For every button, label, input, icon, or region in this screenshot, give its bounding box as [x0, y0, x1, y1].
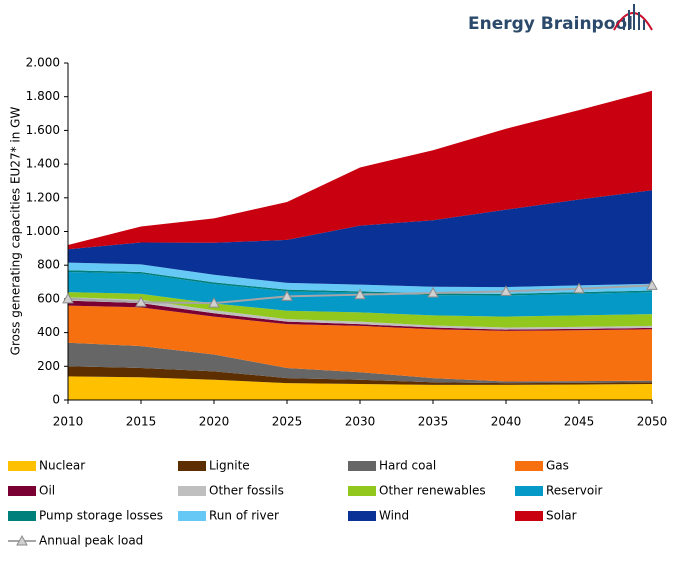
legend-item: Other fossils — [178, 484, 284, 498]
marker — [281, 290, 293, 301]
legend-swatch — [515, 461, 543, 471]
legend-label: Reservoir — [546, 484, 603, 498]
y-tick-label: 1.400 — [26, 157, 60, 171]
y-tick-label: 1.000 — [26, 224, 60, 238]
area — [68, 190, 652, 288]
y-tick-label: 600 — [37, 291, 60, 305]
legend-item: Lignite — [178, 459, 250, 473]
y-tick-label: 1.200 — [26, 190, 60, 204]
legend-item: Gas — [515, 459, 569, 473]
area — [68, 342, 652, 384]
y-axis-label: Gross generating capacities EU27* in GW — [9, 107, 23, 356]
legend-label: Run of river — [209, 509, 279, 523]
legend-item: Hard coal — [348, 459, 436, 473]
legend-swatch — [348, 461, 376, 471]
y-tick-label: 1.800 — [26, 89, 60, 103]
area — [68, 297, 652, 330]
legend-item: Oil — [8, 484, 55, 498]
y-tick-label: 1.600 — [26, 123, 60, 137]
legend-label: Annual peak load — [39, 534, 143, 548]
legend-item: Solar — [515, 509, 577, 523]
x-tick-label: 2045 — [564, 415, 595, 429]
marker — [354, 288, 366, 300]
legend-label: Oil — [39, 484, 55, 498]
marker — [573, 282, 585, 294]
y-tick-label: 2.000 — [26, 56, 60, 70]
area — [68, 292, 652, 328]
legend-item: Reservoir — [515, 484, 603, 498]
legend-swatch — [8, 486, 36, 496]
legend-label: Other fossils — [209, 484, 284, 498]
x-tick-label: 2030 — [345, 415, 376, 429]
legend-swatch — [515, 486, 543, 496]
area — [68, 270, 652, 296]
legend-swatch — [348, 486, 376, 496]
area — [68, 300, 652, 331]
legend-item: Other renewables — [348, 484, 486, 498]
legend-swatch — [8, 461, 36, 471]
legend-swatch — [515, 511, 543, 521]
marker — [500, 285, 512, 296]
legend-item: Run of river — [178, 509, 279, 523]
area — [68, 262, 652, 294]
legend-swatch — [8, 511, 36, 521]
legend-swatch — [348, 511, 376, 521]
marker — [427, 286, 439, 298]
legend-label: Pump storage losses — [39, 509, 163, 523]
legend-label: Solar — [546, 509, 577, 523]
x-tick-label: 2015 — [126, 415, 157, 429]
legend-swatch — [178, 461, 206, 471]
y-tick-label: 400 — [37, 325, 60, 339]
legend-label: Hard coal — [379, 459, 436, 473]
area — [68, 366, 652, 385]
marker — [135, 296, 147, 307]
y-tick-label: 200 — [37, 359, 60, 373]
marker — [62, 292, 74, 304]
x-tick-label: 2035 — [418, 415, 449, 429]
logo-icon — [613, 4, 653, 31]
legend-swatch — [178, 511, 206, 521]
marker — [646, 279, 658, 290]
legend-item: Wind — [348, 509, 409, 523]
brand: Energy Brainpool — [468, 14, 633, 34]
legend-label: Wind — [379, 509, 409, 523]
x-tick-label: 2040 — [491, 415, 522, 429]
legend-item: Pump storage losses — [8, 509, 163, 523]
legend-swatch — [178, 486, 206, 496]
y-tick-label: 800 — [37, 258, 60, 272]
legend-swatch — [16, 534, 28, 546]
x-tick-label: 2025 — [272, 415, 303, 429]
legend-label: Nuclear — [39, 459, 85, 473]
legend-label: Lignite — [209, 459, 250, 473]
area — [68, 376, 652, 400]
area — [68, 305, 652, 382]
x-tick-label: 2010 — [53, 415, 84, 429]
legend-label: Gas — [546, 459, 569, 473]
legend-label: Other renewables — [379, 484, 486, 498]
x-tick-label: 2050 — [637, 415, 668, 429]
x-tick-label: 2020 — [199, 415, 230, 429]
marker — [208, 297, 220, 308]
area — [68, 90, 652, 250]
legend-item: Annual peak load — [8, 534, 143, 548]
y-tick-label: 0 — [52, 393, 60, 407]
legend-item: Nuclear — [8, 459, 85, 473]
